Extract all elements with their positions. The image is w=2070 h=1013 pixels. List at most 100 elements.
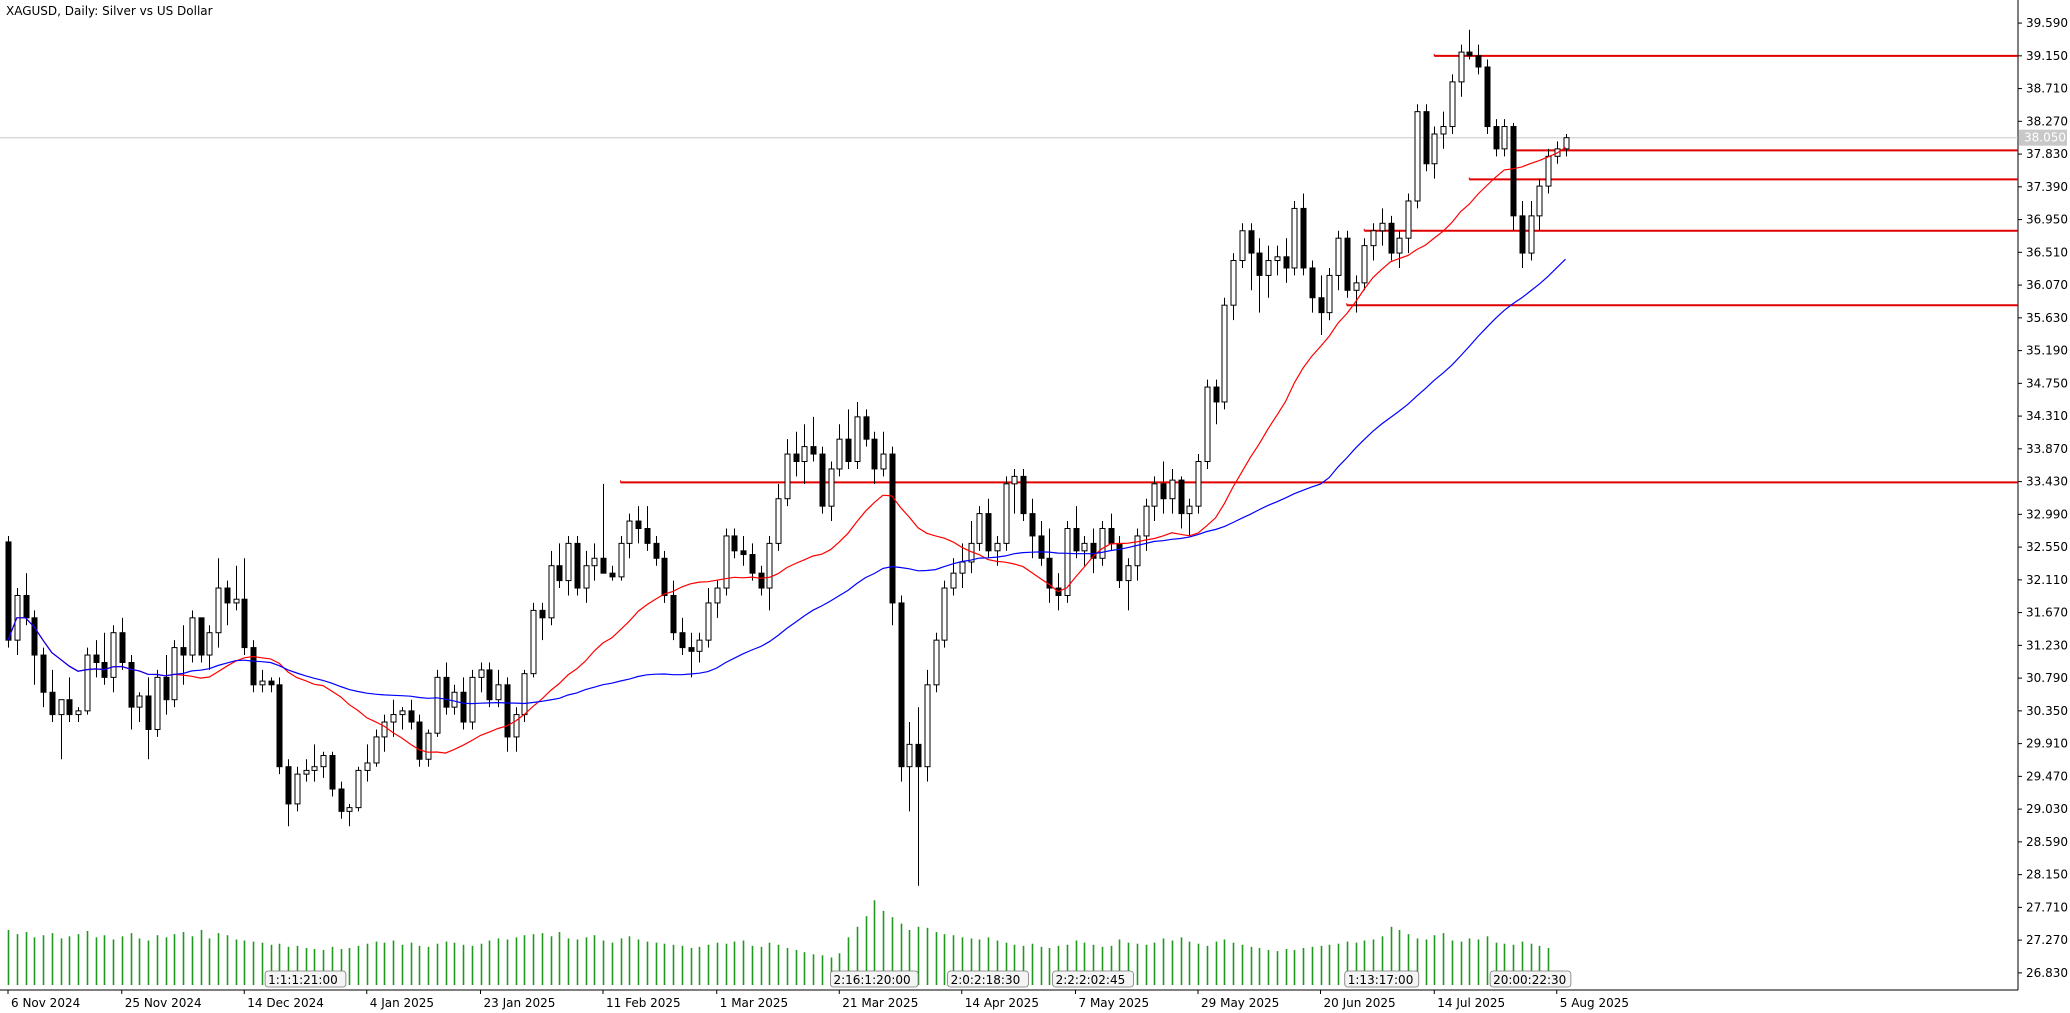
candle-bull <box>303 769 310 775</box>
candle-bull <box>1458 51 1465 83</box>
candle-bull <box>110 632 117 678</box>
chart-title: XAGUSD, Daily: Silver vs US Dollar <box>6 4 213 18</box>
candle-bear <box>250 647 257 686</box>
candle-bull <box>259 680 266 686</box>
candle-bear <box>1090 542 1097 559</box>
time-tick-label: 14 Dec 2024 <box>247 996 324 1010</box>
candle-bull <box>469 676 476 723</box>
candle-bear <box>460 691 467 723</box>
candle-bull <box>1528 215 1535 254</box>
candle-bull <box>565 542 572 582</box>
candle-bear <box>556 565 563 582</box>
candle-bull <box>58 699 65 716</box>
candle-bull <box>906 743 913 768</box>
candle-bull <box>1414 111 1421 202</box>
price-axis: 39.590 39.150 38.710 38.270 37.830 37.390 36.9… <box>2018 16 2068 980</box>
candle-bear <box>443 676 450 708</box>
candle-bull <box>1431 133 1438 165</box>
candle-bear <box>23 594 30 619</box>
candle-bear <box>845 438 852 463</box>
candle-bear <box>93 654 100 663</box>
candle-bull <box>1143 505 1150 537</box>
candle-bull <box>1353 282 1360 291</box>
candle-bear <box>1423 111 1430 165</box>
candle-bull <box>548 565 555 619</box>
candle-bull <box>381 721 388 738</box>
candle-bear <box>644 527 651 544</box>
candle-bear <box>1213 386 1220 403</box>
price-tick-label: 38.710 <box>2026 82 2068 96</box>
price-tick-label: 26.830 <box>2026 966 2068 980</box>
price-tick-label: 31.670 <box>2026 606 2068 620</box>
event-marker-label: 20:00:22:30 <box>1493 973 1566 987</box>
event-marker-box <box>947 970 1029 988</box>
candle-bear <box>1484 66 1491 128</box>
time-tick-label: 5 Aug 2025 <box>1560 996 1629 1010</box>
event-marker-box <box>1052 970 1134 988</box>
time-tick-label: 6 Nov 2024 <box>11 996 80 1010</box>
price-tick-label: 29.470 <box>2026 769 2068 783</box>
candle-bear <box>1020 475 1027 515</box>
price-tick-label: 34.310 <box>2026 409 2068 423</box>
candle-bull <box>1169 479 1176 500</box>
event-marker-box <box>830 970 919 988</box>
candle-bull <box>696 639 703 652</box>
candle-bear <box>635 520 642 529</box>
candle-bear <box>285 766 292 805</box>
candle-bull <box>828 468 835 507</box>
candle-bull <box>1265 260 1272 276</box>
candle-bear <box>574 542 581 589</box>
candle-bull <box>478 669 485 678</box>
candle-bull <box>1204 386 1211 463</box>
candle-bear <box>1038 535 1045 559</box>
candle-bull <box>1230 260 1237 306</box>
price-tick-label: 36.950 <box>2026 213 2068 227</box>
price-tick-label: 39.590 <box>2026 16 2068 30</box>
candle-bull <box>294 773 301 805</box>
candle-bear <box>145 695 152 730</box>
candle-bull <box>854 416 861 463</box>
candle-bull <box>1326 274 1333 314</box>
price-tick-label: 33.870 <box>2026 442 2068 456</box>
candle-bull <box>1011 475 1018 485</box>
candle-bear <box>268 680 275 686</box>
price-tick-label: 30.790 <box>2026 671 2068 685</box>
time-tick-label: 1 Mar 2025 <box>720 996 788 1010</box>
candle-bear <box>810 446 817 455</box>
time-tick-label: 4 Jan 2025 <box>370 996 434 1010</box>
candle-bear <box>653 542 660 559</box>
event-marker-label: 2:16:1:20:00 <box>833 973 910 987</box>
candle-bull <box>618 542 625 578</box>
price-tick-label: 38.270 <box>2026 114 2068 128</box>
candle-bear <box>119 632 126 663</box>
candle-bear <box>661 557 668 596</box>
candle-bull <box>364 762 371 771</box>
time-tick-label: 20 Jun 2025 <box>1324 996 1396 1010</box>
candle-bear <box>670 594 677 634</box>
candle-bear <box>1475 55 1482 68</box>
time-tick-label: 7 May 2025 <box>1079 996 1150 1010</box>
candle-bear <box>504 684 511 738</box>
candle-bull <box>346 807 353 812</box>
candle-bear <box>871 438 878 470</box>
candle-bull <box>801 446 808 463</box>
candle-bear <box>416 721 423 760</box>
candle-bull <box>766 542 773 589</box>
candle-bear <box>749 554 756 574</box>
price-tick-label: 32.110 <box>2026 573 2068 587</box>
candle-bull <box>1186 505 1193 515</box>
candle-bear <box>1493 126 1500 150</box>
candle-bull <box>1379 222 1386 232</box>
candle-bear <box>1248 230 1255 254</box>
price-tick-label: 37.390 <box>2026 180 2068 194</box>
candle-bull <box>941 587 948 641</box>
candle-bull <box>530 609 537 675</box>
candle-bear <box>740 550 747 556</box>
event-marker-label: 1:1:1:21:00 <box>268 973 338 987</box>
candle-bull <box>495 684 502 701</box>
candle-bear <box>539 609 546 619</box>
price-tick-label: 36.510 <box>2026 245 2068 259</box>
event-marker-label: 2:0:2:18:30 <box>951 973 1021 987</box>
candle-bull <box>451 691 458 708</box>
